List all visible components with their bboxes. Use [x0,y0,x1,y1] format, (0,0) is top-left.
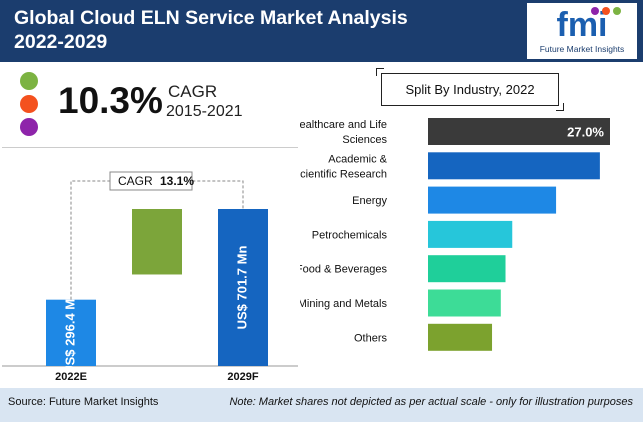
cagr-label: CAGR [168,82,218,101]
split-title-corner-top-left [376,68,384,76]
split-title-corner-bottom-right [556,103,564,111]
category-label: Healthcare and Life [300,119,387,131]
split-title: Split By Industry, 2022 [381,73,559,106]
industry-bar [428,152,600,180]
logo-dot-purple [591,7,599,15]
footer-note: Note: Market shares not depicted as per … [229,396,633,408]
bar-value-label: US$ 296.4 Mn [62,291,77,375]
bar-2022E [46,299,96,366]
purple-dot [20,118,38,136]
logo-text: fmi [557,6,608,43]
page-title-line2: 2022-2029 [14,31,108,53]
logo-subtitle: Future Market Insights [539,44,625,54]
industry-bar [428,186,557,214]
x-tick-label: 2029F [227,371,258,383]
cagr-annotation-box [109,171,193,191]
industry-bar [428,220,513,248]
cagr-period: 2015-2021 [166,103,243,120]
industry-bar [428,323,493,351]
category-label: Others [354,332,388,344]
green-dot [20,72,38,90]
bar-value-label: 27.0% [567,125,604,140]
category-label: Mining and Metals [300,298,387,310]
industry-bar [428,118,610,145]
bar-value-label: US$ 701.7 Mn [234,246,249,330]
cagr-annotation-value: 13.1% [160,174,194,188]
orange-dot [20,95,38,113]
category-label: Energy [352,195,387,207]
footer-bar [0,388,643,422]
logo-dot-red [602,7,610,15]
category-label: Academic & [328,153,387,165]
bar-2029F [218,209,268,366]
page-title: Global Cloud ELN Service Market Analysis… [14,6,454,54]
page-title-line1: Global Cloud ELN Service Market Analysis [14,7,408,29]
industry-bar [428,255,506,283]
fmi-logo: fmi Future Market Insights [527,3,637,59]
industry-split-chart: Healthcare and Life Sciences 27.0% Academic… [300,118,610,351]
category-label: Scientific Research [300,168,387,180]
cagr-value: 10.3% [58,80,163,121]
fmi-logo-graphic: fmi [557,6,621,44]
logo-dot-green [613,7,621,15]
growth-block [132,209,182,275]
section-divider [2,147,298,148]
cagr-annotation-label: CAGR [118,174,153,188]
category-label: Petrochemicals [312,229,388,241]
x-tick-label: 2022E [55,371,87,383]
category-label: Food & Beverages [300,264,387,276]
industry-bar [428,289,501,317]
footer-source: Source: Future Market Insights [8,396,159,408]
category-label: Sciences [342,134,387,146]
